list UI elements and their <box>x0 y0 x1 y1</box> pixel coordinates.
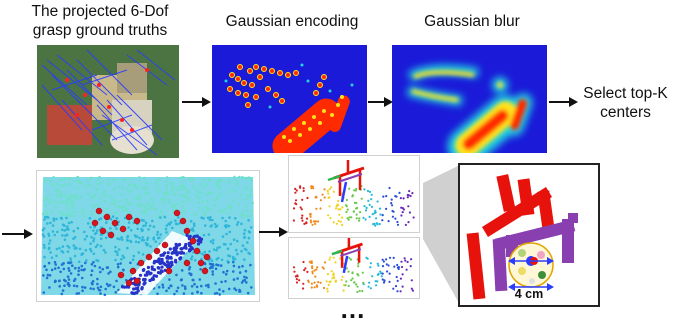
ground-truth-title: The projected 6-Dof grasp ground truths <box>0 2 200 40</box>
gaussian-encoding-title: Gaussian encoding <box>225 13 359 30</box>
select-topk-line1: Select top-K <box>583 85 668 102</box>
point-cloud-centers <box>36 170 260 302</box>
ground-truth-title-line2: grasp ground truths <box>32 22 168 39</box>
gaussian-encoding-heatmap <box>212 45 367 153</box>
gaussian-blur-title: Gaussian blur <box>424 13 520 30</box>
right-arrow-icon <box>549 97 578 107</box>
right-arrow-icon <box>2 229 33 239</box>
select-topk-line2: centers <box>600 104 651 121</box>
ground-truth-title-line1: The projected 6-Dof <box>31 3 169 20</box>
grasp-detail-zoom: 4 cm <box>458 163 600 307</box>
scale-label: 4 cm <box>514 287 544 301</box>
right-arrow-icon <box>259 227 288 237</box>
right-arrow-icon <box>368 97 393 107</box>
zoom-indicator <box>423 165 460 305</box>
grasp-view-bottom <box>288 237 420 299</box>
ground-truth-photo <box>37 45 179 158</box>
grasp-view-top <box>288 155 420 233</box>
more-views-ellipsis: ... <box>340 294 366 324</box>
select-topk-title: Select top-K centers <box>578 84 673 122</box>
gaussian-blur-heatmap <box>392 45 547 153</box>
right-arrow-icon <box>182 97 211 107</box>
